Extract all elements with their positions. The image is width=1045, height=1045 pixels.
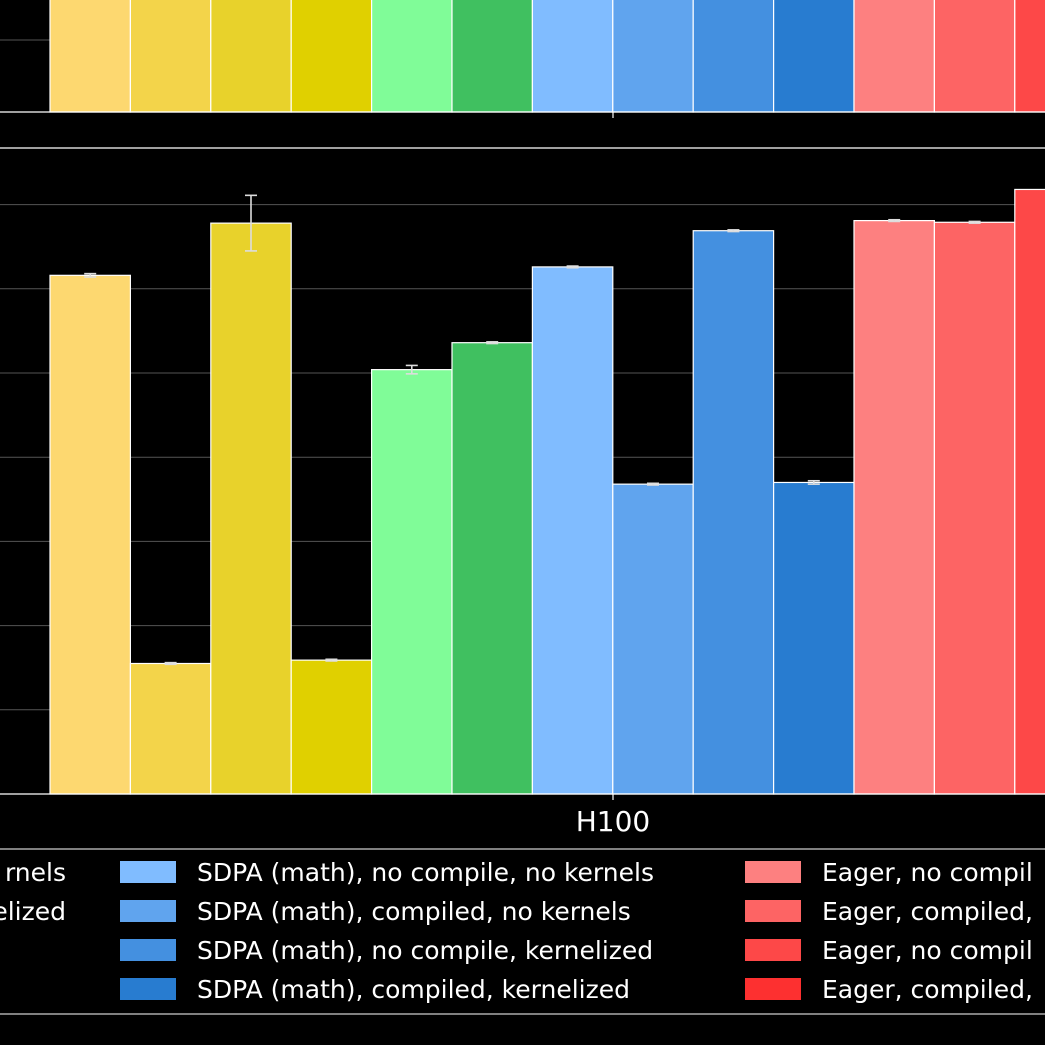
- legend-label: Eager, compiled,: [822, 975, 1033, 1004]
- legend-items: rnels elized SDPA (math), no compile, no k…: [0, 858, 1033, 1004]
- legend-swatch: [120, 900, 176, 922]
- bottom-panel: H100: [0, 147, 1045, 838]
- errorbars: [84, 194, 981, 666]
- top-bars: [49, 0, 1045, 113]
- bar: [772, 481, 855, 795]
- x-tick-label: H100: [576, 805, 651, 838]
- legend-label: Eager, compiled,: [822, 897, 1033, 926]
- top-bar: [129, 0, 212, 113]
- legend-swatch: [745, 861, 801, 883]
- bar: [210, 222, 292, 795]
- legend-label: SDPA (math), compiled, kernelized: [197, 975, 630, 1004]
- legend: rnels elized SDPA (math), no compile, no k…: [0, 848, 1045, 1015]
- top-bar: [1014, 0, 1045, 113]
- legend-swatch: [120, 978, 176, 1000]
- top-bar: [772, 0, 855, 113]
- bars: [49, 188, 1045, 795]
- bar: [531, 266, 614, 795]
- bar: [1014, 188, 1045, 795]
- top-bar: [210, 0, 292, 113]
- top-bar: [692, 0, 775, 113]
- bar: [371, 369, 453, 795]
- legend-label: rnels: [5, 858, 66, 887]
- bar: [853, 219, 936, 795]
- top-bar: [371, 0, 453, 113]
- top-bar: [933, 0, 1016, 113]
- top-panel: [0, 0, 1045, 118]
- bar: [129, 662, 212, 795]
- top-bar: [451, 0, 534, 113]
- bar: [612, 483, 694, 795]
- bar: [290, 659, 373, 795]
- top-bar: [49, 0, 132, 113]
- top-bar: [612, 0, 694, 113]
- legend-label: SDPA (math), no compile, kernelized: [197, 936, 653, 965]
- bar: [49, 274, 132, 795]
- legend-swatch: [745, 978, 801, 1000]
- bar: [692, 230, 775, 795]
- legend-label: Eager, no compil: [822, 936, 1033, 965]
- top-bar: [531, 0, 614, 113]
- bar: [933, 221, 1016, 795]
- legend-swatch: [745, 939, 801, 961]
- legend-label: elized: [0, 897, 66, 926]
- legend-swatch: [745, 900, 801, 922]
- legend-label: SDPA (math), no compile, no kernels: [197, 858, 654, 887]
- legend-swatch: [120, 861, 176, 883]
- legend-swatch: [120, 939, 176, 961]
- legend-label: SDPA (math), compiled, no kernels: [197, 897, 631, 926]
- legend-label: Eager, no compil: [822, 858, 1033, 887]
- bar: [451, 342, 534, 795]
- top-bar: [853, 0, 936, 113]
- top-bar: [290, 0, 373, 113]
